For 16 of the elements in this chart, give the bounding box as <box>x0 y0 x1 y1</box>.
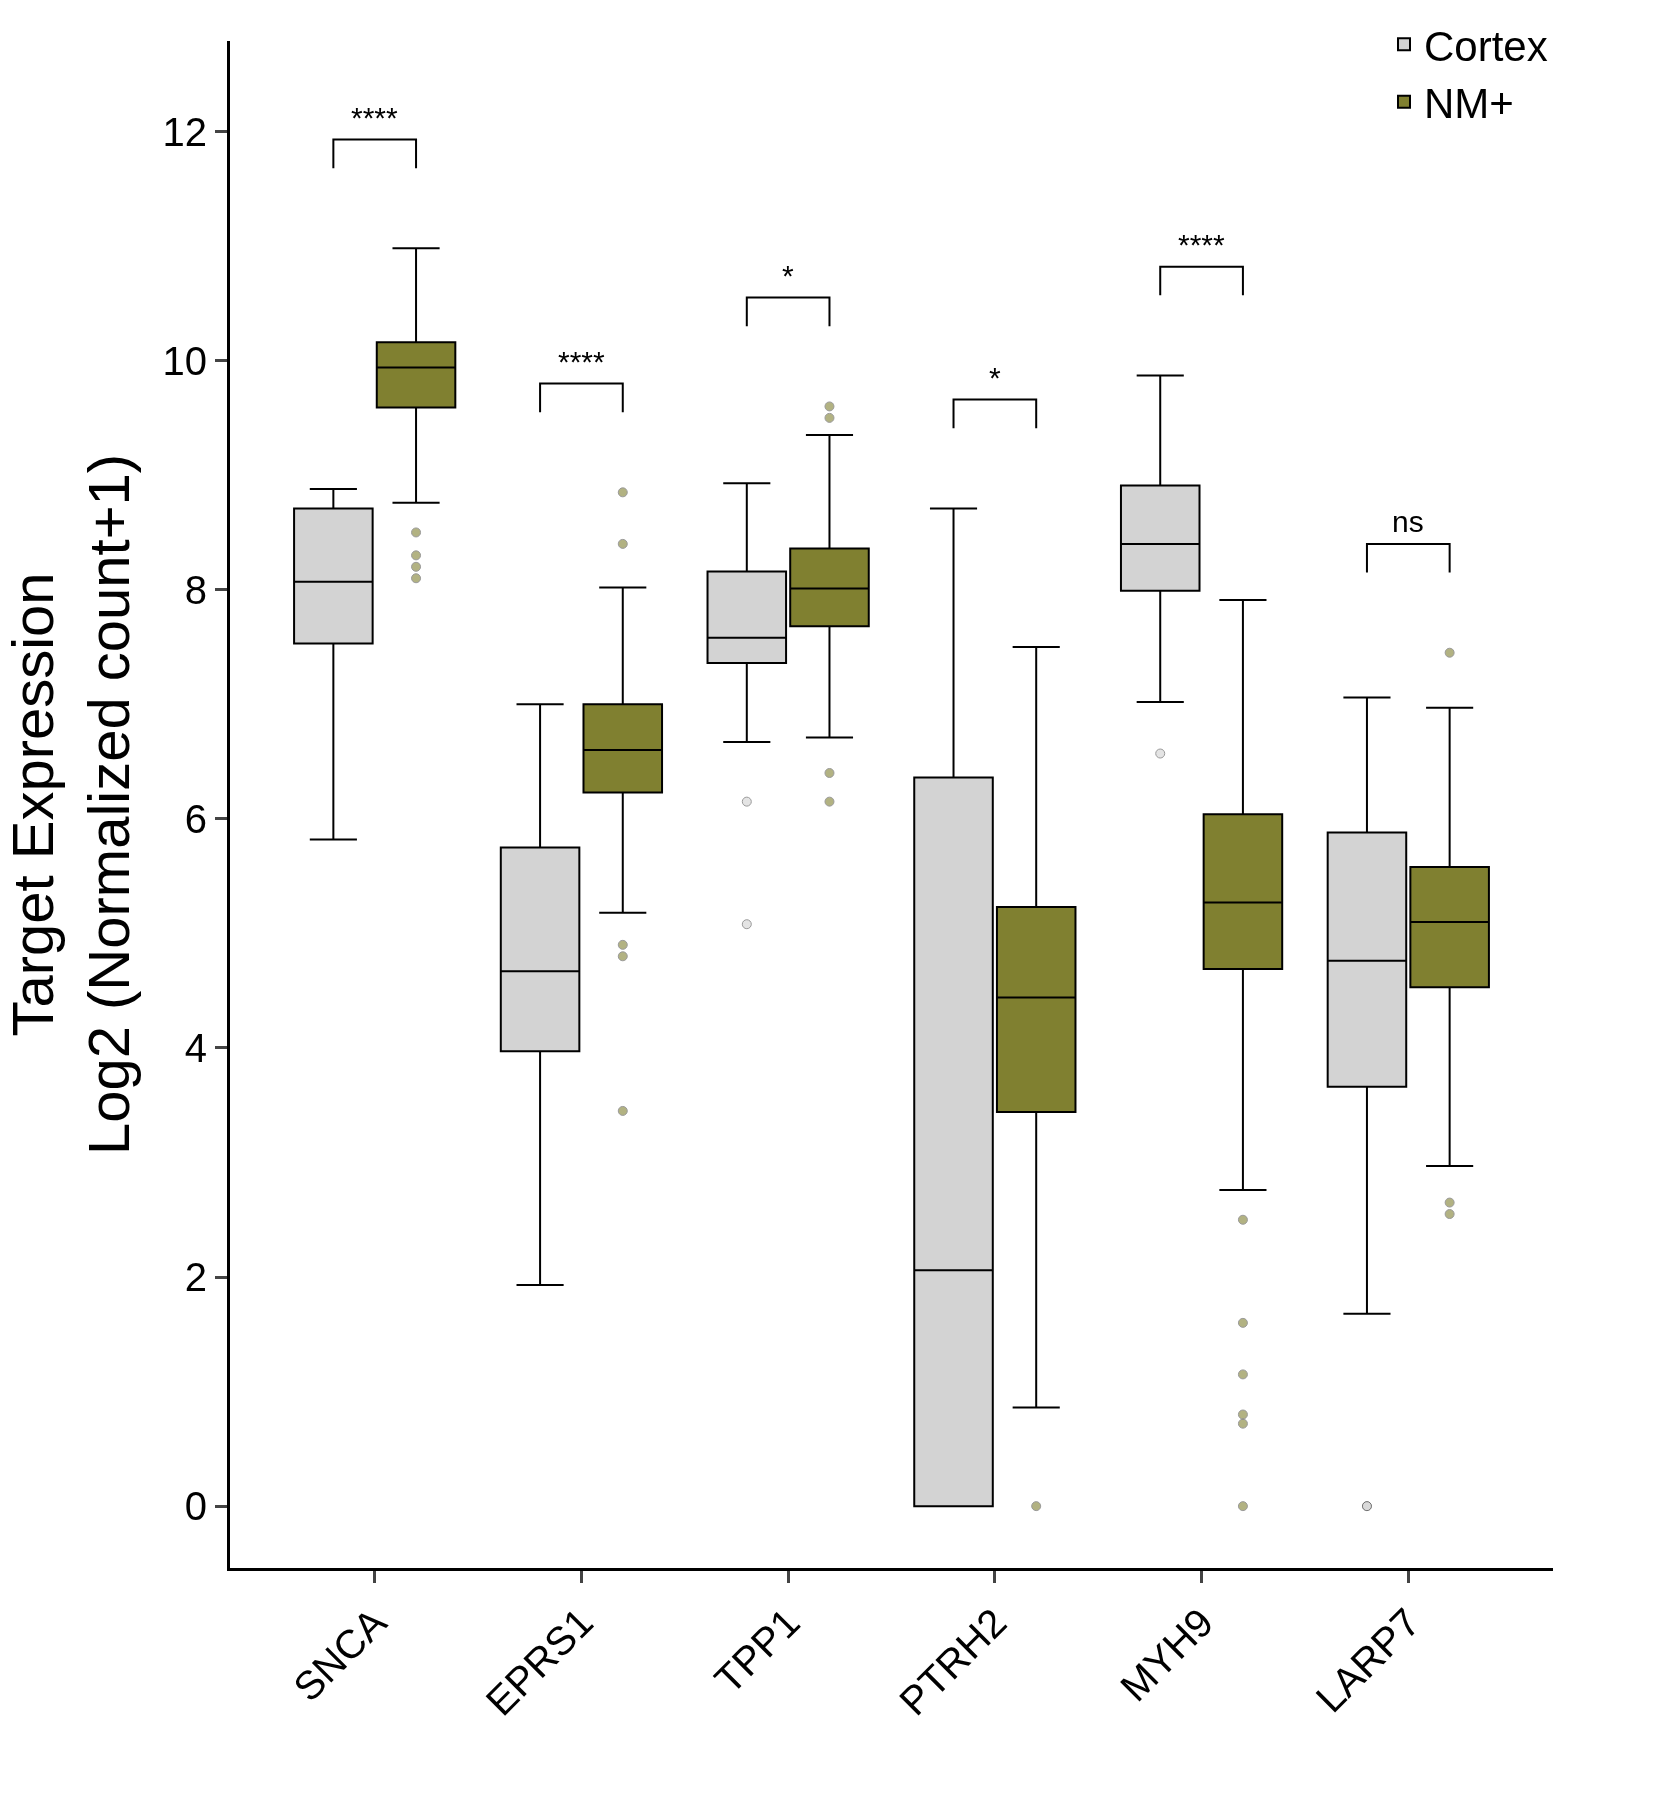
legend-label: NM+ <box>1424 80 1514 128</box>
annotation: **** <box>1178 228 1226 261</box>
y-tick-label: 4 <box>184 1025 207 1070</box>
y-tick-label: 2 <box>184 1255 207 1300</box>
y-axis-title: Target Expression Log2 (Normalized count+1) <box>0 453 141 1156</box>
annotation: ns <box>1392 505 1424 538</box>
y-tick-label: 6 <box>184 796 207 841</box>
annotation: **** <box>558 345 606 378</box>
legend-label: Cortex <box>1424 22 1548 70</box>
y-tick-label: 8 <box>184 567 207 612</box>
annotation: **** <box>351 101 399 134</box>
y-tick-label: 10 <box>162 338 207 383</box>
y-tick-label: 12 <box>162 109 207 154</box>
annotation: * <box>989 361 1001 394</box>
y-tick-label: 0 <box>184 1484 207 1529</box>
annotation: * <box>782 259 794 292</box>
